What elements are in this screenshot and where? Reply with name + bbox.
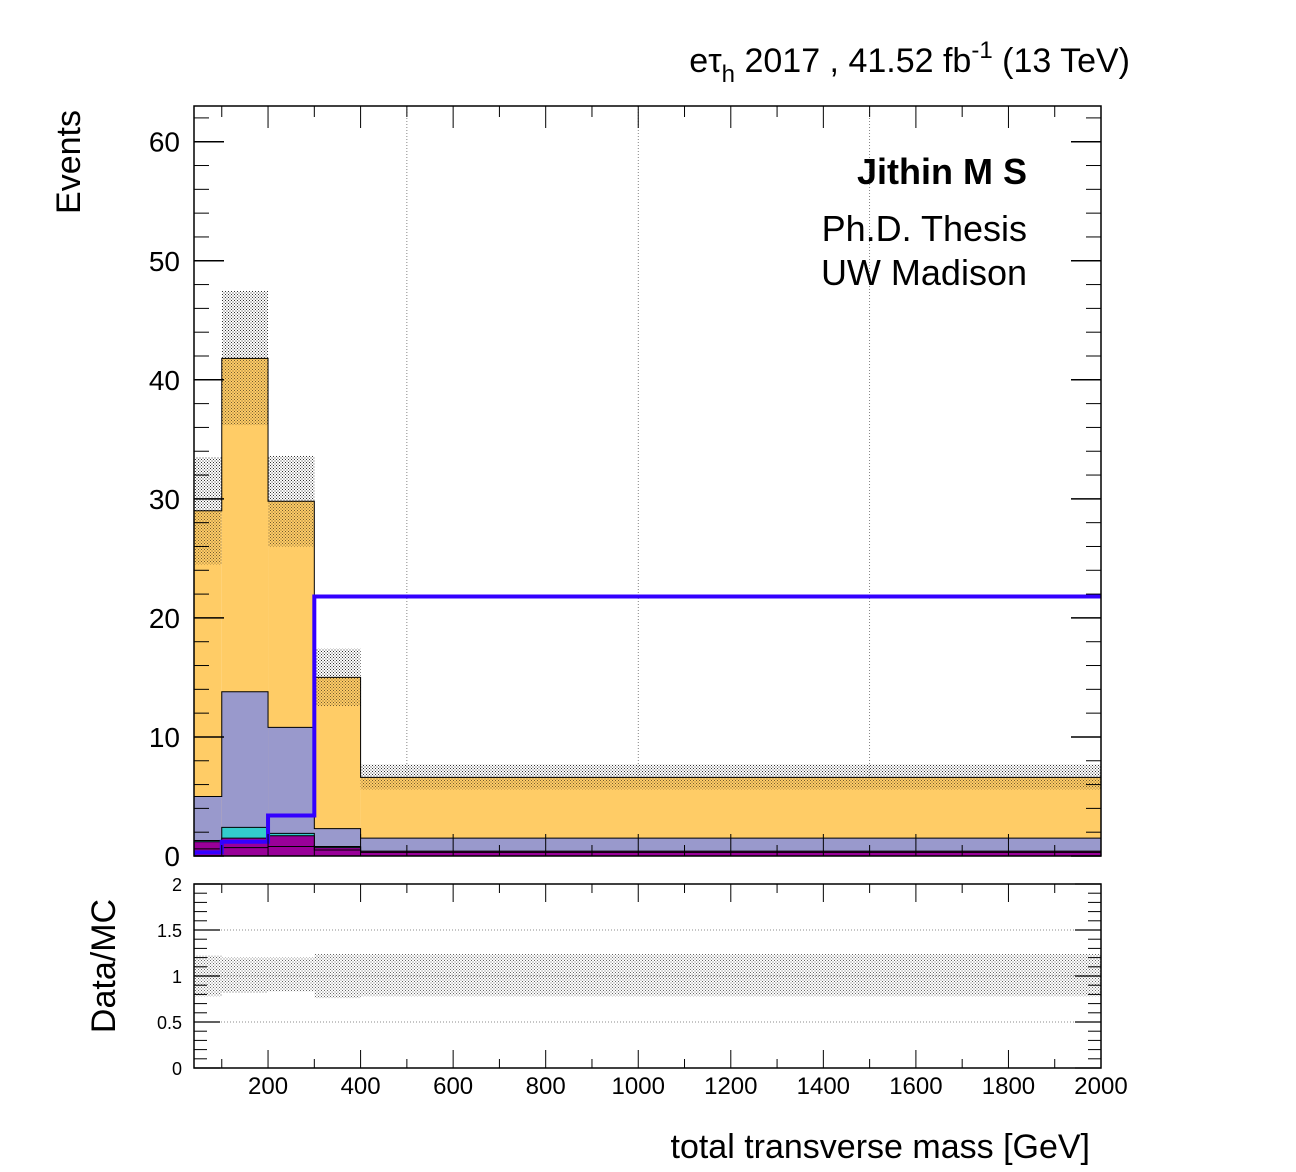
stack-outline <box>194 845 1101 856</box>
header-channel-tau: τ <box>708 42 722 80</box>
ratio-band-bin <box>314 953 361 999</box>
ratio-band-bin <box>360 953 1101 997</box>
ratio-x-tick-label: 400 <box>341 1073 381 1100</box>
x-axis-label: total transverse mass [GeV] <box>671 1128 1091 1166</box>
stack-bar <box>314 677 361 856</box>
main-y-axis-label: Events <box>50 110 88 214</box>
main-y-tick-label: 40 <box>149 365 180 396</box>
ratio-x-tick-label: 200 <box>248 1073 288 1100</box>
ratio-y-tick-label: 1.5 <box>157 921 182 941</box>
stack-group <box>194 357 1101 856</box>
main-y-tick-label: 50 <box>149 246 180 277</box>
signal-line <box>194 594 1101 856</box>
institution-label: UW Madison <box>821 252 1027 293</box>
header-energy: (13 TeV) <box>993 42 1130 80</box>
main-y-tick-label: 0 <box>164 841 180 872</box>
stack-bar <box>314 850 361 856</box>
header-channel-sub: h <box>722 61 735 88</box>
ratio-x-tick-label: 1800 <box>982 1073 1035 1100</box>
header-label: eτh 2017 , 41.52 fb-1 (13 TeV) <box>689 37 1130 88</box>
ratio-panel: 0 0.5 1 1.5 2 200 400 600 800 1000 1200 1400 1600 180… <box>85 875 1128 1100</box>
ratio-x-tick-label: 2000 <box>1074 1073 1127 1100</box>
main-axes: 0 10 20 30 40 50 60 <box>149 106 1102 872</box>
uncertainty-band-overlay-bin <box>360 764 1101 790</box>
ratio-band-bin <box>221 957 269 993</box>
stack-bar <box>268 846 315 856</box>
ratio-x-tick-label: 800 <box>526 1073 566 1100</box>
ratio-x-tick-label: 1000 <box>612 1073 665 1100</box>
signal-group <box>194 594 1101 856</box>
header-lumi: 2017 , 41.52 fb <box>735 42 971 80</box>
thesis-label: Ph.D. Thesis <box>822 208 1027 249</box>
stack-outline <box>194 691 1101 856</box>
main-y-tick-label: 30 <box>149 484 180 515</box>
uncertainty-band-overlay-bin <box>194 457 222 565</box>
ratio-x-tick-label: 600 <box>433 1073 473 1100</box>
main-y-tick-label: 60 <box>149 127 180 158</box>
ratio-y-tick-label: 0 <box>172 1059 182 1079</box>
stack-outline <box>194 835 1101 856</box>
uncertainty-band-overlay-bin <box>268 456 315 547</box>
ratio-y-axis-label: Data/MC <box>85 899 123 1033</box>
main-panel: 0 10 20 30 40 50 60 Events <box>50 105 1102 872</box>
ratio-band-bin <box>268 957 315 992</box>
author-label: Jithin M S <box>857 151 1027 192</box>
ratio-y-tick-label: 0.5 <box>157 1013 182 1033</box>
stack-bar <box>221 847 269 856</box>
header-lumi-exp: -1 <box>971 37 992 64</box>
main-grid <box>406 106 871 856</box>
ratio-y-tick-label: 2 <box>172 875 182 895</box>
ratio-x-tick-label: 1600 <box>889 1073 942 1100</box>
ratio-x-tick-label: 1200 <box>704 1073 757 1100</box>
uncertainty-band-overlay-bin <box>221 290 269 426</box>
uncertainty-band-overlay-bin <box>314 648 361 706</box>
uncertainty-band-overlay <box>194 290 1101 790</box>
main-y-tick-label: 20 <box>149 603 180 634</box>
ratio-x-tick-label: 1400 <box>797 1073 850 1100</box>
main-y-tick-label: 10 <box>149 722 180 753</box>
header-channel-e: e <box>689 42 708 80</box>
main-frame <box>193 105 1102 857</box>
ratio-y-tick-label: 1 <box>172 967 182 987</box>
ratio-band-group <box>194 953 1101 999</box>
ratio-axes: 0 0.5 1 1.5 2 200 400 600 800 1000 1200 1400 1600 180… <box>157 875 1128 1100</box>
